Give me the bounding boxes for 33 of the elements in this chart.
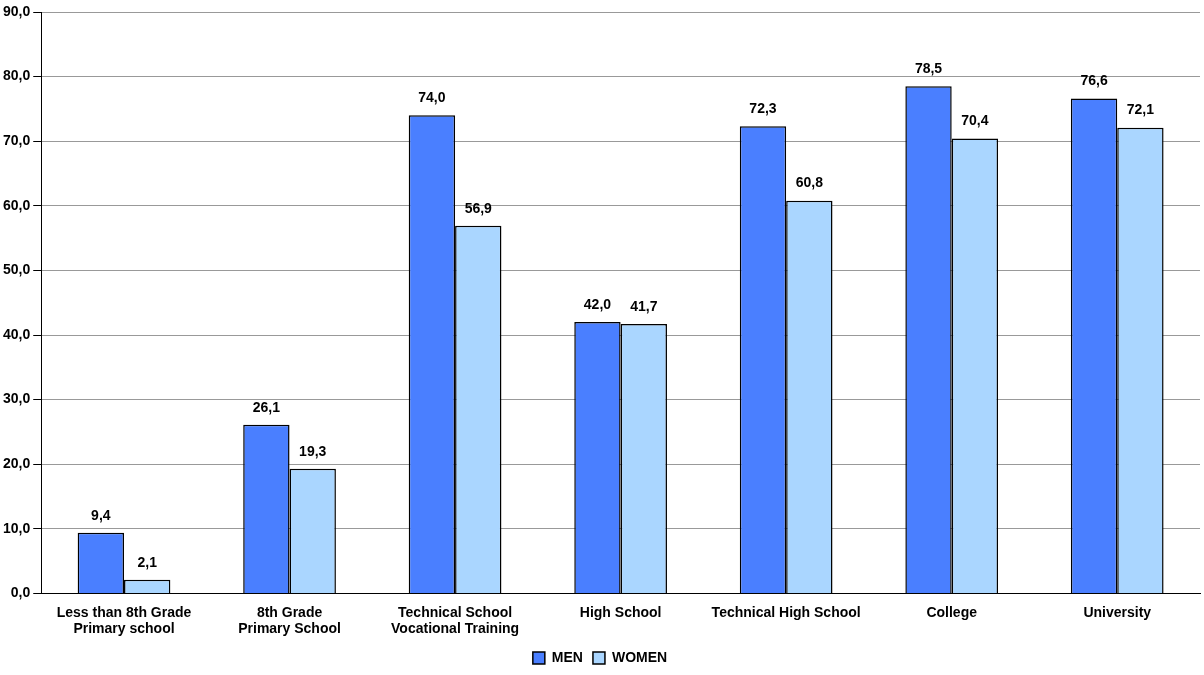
data-label: 74,0 [418,89,446,106]
data-label: 78,5 [914,60,943,77]
y-tick-label: 50,0 [3,261,31,278]
x-tick-label: Less than 8th Grade Primary school [56,603,192,637]
data-label: 9,4 [91,506,111,523]
data-label: 41,7 [630,297,658,314]
y-tick-label: 0,0 [10,584,31,601]
y-tick-label: 10,0 [3,519,31,536]
y-tick-label: 40,0 [3,325,31,342]
x-tick-label: Technical School Vocational Training [391,603,520,637]
y-tick-label: 70,0 [3,132,31,149]
y-tick-label: 80,0 [3,67,31,84]
data-label: 76,6 [1080,72,1108,89]
data-label: 72,3 [749,100,777,117]
data-label: 2,1 [137,553,158,570]
x-tick-label: Technical High School [711,603,861,620]
x-tick-label: High School [579,603,662,620]
x-tick-label: 8th Grade Primary School [238,603,341,637]
x-tick-label: College [926,603,978,620]
y-tick-label: 20,0 [3,455,31,472]
legend-label: WOMEN [611,648,668,665]
x-tick-label: University [1083,603,1152,620]
legend-label: MEN [551,648,583,665]
data-label: 60,8 [795,174,824,191]
data-label: 56,9 [464,199,493,216]
y-tick-label: 30,0 [3,390,31,407]
data-label: 42,0 [583,295,612,312]
data-label: 19,3 [299,442,327,459]
data-label: 72,1 [1126,101,1155,118]
y-tick-label: 90,0 [3,2,31,19]
data-label: 70,4 [961,112,989,129]
y-tick-label: 60,0 [3,196,31,213]
data-label: 26,1 [252,398,281,415]
